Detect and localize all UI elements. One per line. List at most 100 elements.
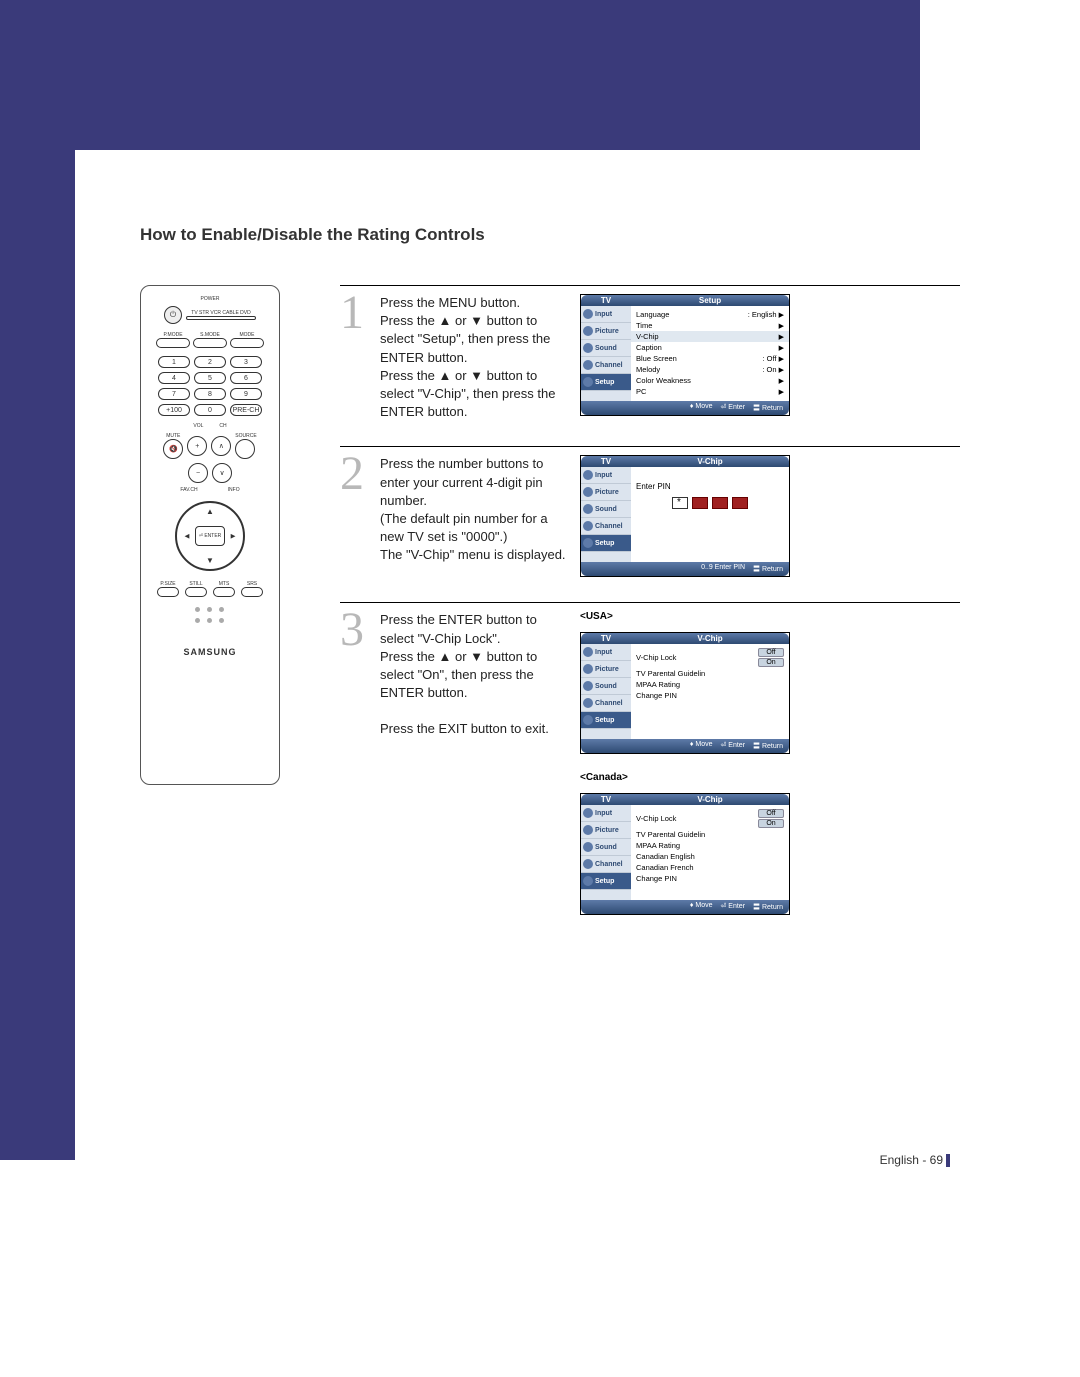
osd-menu-row[interactable]: Language: English ▶ [636, 309, 784, 320]
ch-down-button[interactable]: ∨ [212, 463, 232, 483]
source-button[interactable] [235, 439, 255, 459]
num-2[interactable]: 2 [194, 356, 226, 368]
osd-side-sound[interactable]: Sound [581, 501, 631, 518]
osd-side-setup[interactable]: Setup [581, 712, 631, 729]
osd-side-input[interactable]: Input [581, 644, 631, 661]
osd-row-label: Canadian French [636, 863, 694, 872]
osd-side-picture[interactable]: Picture [581, 661, 631, 678]
osd-menu-row[interactable]: MPAA Rating [636, 840, 784, 851]
offon-option[interactable]: On [758, 819, 784, 828]
osd-sidebar: Input Picture Sound Channel Setup [581, 467, 631, 562]
power-button[interactable]: ⏻ [164, 306, 182, 324]
num-5[interactable]: 5 [194, 372, 226, 384]
osd-side-picture[interactable]: Picture [581, 822, 631, 839]
osd-side-sound[interactable]: Sound [581, 678, 631, 695]
num-8[interactable]: 8 [194, 388, 226, 400]
osd-side-channel[interactable]: Channel [581, 357, 631, 374]
osd-menu-row[interactable]: Change PIN [636, 690, 784, 701]
osd-menu-row[interactable]: Blue Screen: Off ▶ [636, 353, 784, 364]
page-footer: English - 69 [880, 1153, 950, 1167]
pin-digit-2[interactable] [692, 497, 708, 509]
offon-option[interactable]: Off [758, 809, 784, 818]
off-on-selector[interactable]: OffOn [758, 809, 784, 828]
enter-button[interactable]: ⏎ ENTER [195, 526, 225, 546]
input-icon [583, 808, 593, 818]
pre-ch-button[interactable]: PRE-CH [230, 404, 262, 416]
nav-wheel[interactable]: ▲ ▼ ◄ ► ⏎ ENTER [175, 501, 245, 571]
osd-menu-row[interactable]: TV Parental Guidelin [636, 829, 784, 840]
osd-side-setup[interactable]: Setup [581, 374, 631, 391]
srs-button[interactable] [241, 587, 263, 597]
dot-icon[interactable] [195, 618, 200, 623]
osd-menu-row[interactable]: Change PIN [636, 873, 784, 884]
dot-icon[interactable] [219, 607, 224, 612]
osd-side-input[interactable]: Input [581, 467, 631, 484]
mute-button[interactable]: 🔇 [163, 439, 183, 459]
osd-side-label: Sound [595, 506, 617, 513]
num-6[interactable]: 6 [230, 372, 262, 384]
num-9[interactable]: 9 [230, 388, 262, 400]
dot-icon[interactable] [219, 618, 224, 623]
num-7[interactable]: 7 [158, 388, 190, 400]
osd-menu-row[interactable]: Canadian English [636, 851, 784, 862]
osd-menu-row[interactable]: TV Parental Guidelin [636, 668, 784, 679]
osd-side-input[interactable]: Input [581, 306, 631, 323]
osd-menu-row[interactable]: Color Weakness ▶ [636, 375, 784, 386]
osd-row-label: Blue Screen [636, 354, 677, 363]
down-arrow-icon[interactable]: ▼ [206, 556, 214, 565]
osd-row-label: Change PIN [636, 874, 677, 883]
osd-side-label: Input [595, 649, 612, 656]
smode-button[interactable] [193, 338, 227, 348]
pin-digit-3[interactable] [712, 497, 728, 509]
osd-menu-row[interactable]: MPAA Rating [636, 679, 784, 690]
osd-side-label: Input [595, 810, 612, 817]
osd-menu-row[interactable]: V-Chip LockOffOn [636, 647, 784, 668]
pin-digit-1[interactable] [672, 497, 688, 509]
ch-up-button[interactable]: ∧ [211, 436, 231, 456]
right-arrow-icon[interactable]: ► [229, 532, 237, 541]
osd-footer: ♦ Move ⏎ Enter 〓 Return [581, 401, 789, 415]
osd-side-picture[interactable]: Picture [581, 484, 631, 501]
vol-up-button[interactable]: + [187, 436, 207, 456]
pin-digit-4[interactable] [732, 497, 748, 509]
mode-slider[interactable] [186, 316, 256, 320]
num-0[interactable]: 0 [194, 404, 226, 416]
osd-menu-row[interactable]: Time ▶ [636, 320, 784, 331]
num-3[interactable]: 3 [230, 356, 262, 368]
osd-side-channel[interactable]: Channel [581, 856, 631, 873]
osd-menu-row[interactable]: PC ▶ [636, 386, 784, 397]
offon-option[interactable]: Off [758, 648, 784, 657]
pmode-button[interactable] [156, 338, 190, 348]
offon-option[interactable]: On [758, 658, 784, 667]
dot-icon[interactable] [207, 607, 212, 612]
dot-icon[interactable] [195, 607, 200, 612]
osd-side-channel[interactable]: Channel [581, 518, 631, 535]
osd-footer: ♦ Move ⏎ Enter 〓 Return [581, 739, 789, 753]
mode-button[interactable] [230, 338, 264, 348]
osd-menu-row[interactable]: Melody: On ▶ [636, 364, 784, 375]
osd-menu-row[interactable]: V-Chip LockOffOn [636, 808, 784, 829]
off-on-selector[interactable]: OffOn [758, 648, 784, 667]
osd-side-channel[interactable]: Channel [581, 695, 631, 712]
mts-button[interactable] [213, 587, 235, 597]
osd-side-sound[interactable]: Sound [581, 340, 631, 357]
vol-down-button[interactable]: − [188, 463, 208, 483]
osd-menu-row[interactable]: Caption ▶ [636, 342, 784, 353]
left-arrow-icon[interactable]: ◄ [183, 532, 191, 541]
osd-side-setup[interactable]: Setup [581, 535, 631, 552]
dot-icon[interactable] [207, 618, 212, 623]
osd-side-picture[interactable]: Picture [581, 323, 631, 340]
num-1[interactable]: 1 [158, 356, 190, 368]
osd-menu-row[interactable]: V-Chip ▶ [631, 331, 789, 342]
psize-button[interactable] [157, 587, 179, 597]
osd-side-setup[interactable]: Setup [581, 873, 631, 890]
osd-side-input[interactable]: Input [581, 805, 631, 822]
num-4[interactable]: 4 [158, 372, 190, 384]
osd-pin: TV V-Chip Input Picture Sound Channel Se… [580, 455, 790, 577]
num-plus100[interactable]: +100 [158, 404, 190, 416]
osd-menu-row[interactable]: Canadian French [636, 862, 784, 873]
osd-side-sound[interactable]: Sound [581, 839, 631, 856]
still-button[interactable] [185, 587, 207, 597]
up-arrow-icon[interactable]: ▲ [206, 507, 214, 516]
osd-vchip-canada: TV V-Chip Input Picture Sound Channel Se… [580, 793, 790, 915]
